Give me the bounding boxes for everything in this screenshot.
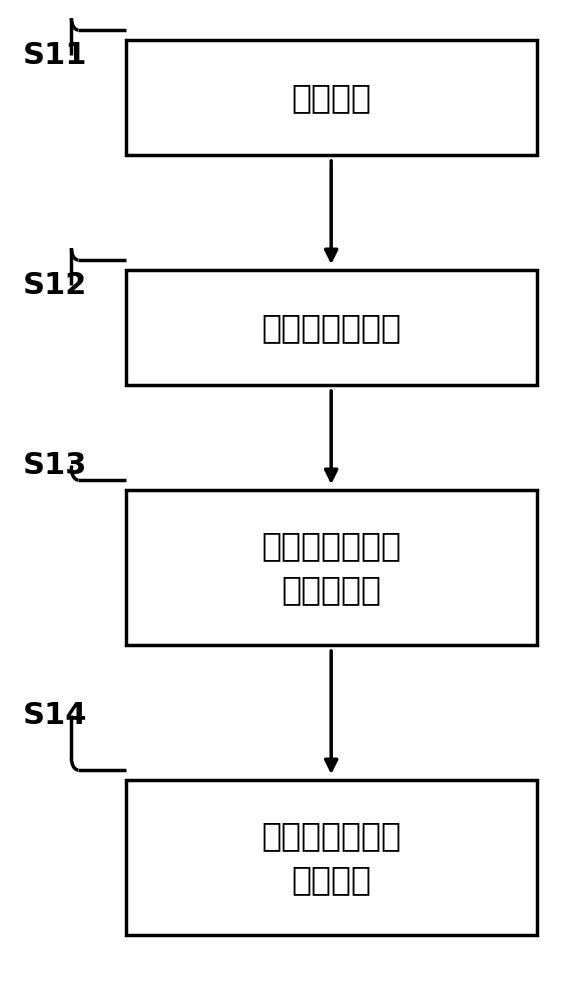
Bar [126,780,537,935]
Bar [126,270,537,385]
Text: 检测血样的特性: 检测血样的特性 [261,311,401,344]
Bar [126,490,537,645]
Text: 根据推片参数制
作血涂片: 根据推片参数制 作血涂片 [261,819,401,896]
Bar [126,40,537,155]
Text: S12: S12 [23,270,87,300]
Text: S11: S11 [23,40,87,70]
Text: 采集血样: 采集血样 [291,81,371,114]
Text: 根据血样特性确
定推片参数: 根据血样特性确 定推片参数 [261,529,401,606]
Text: S14: S14 [23,700,87,730]
Text: S13: S13 [23,450,87,480]
